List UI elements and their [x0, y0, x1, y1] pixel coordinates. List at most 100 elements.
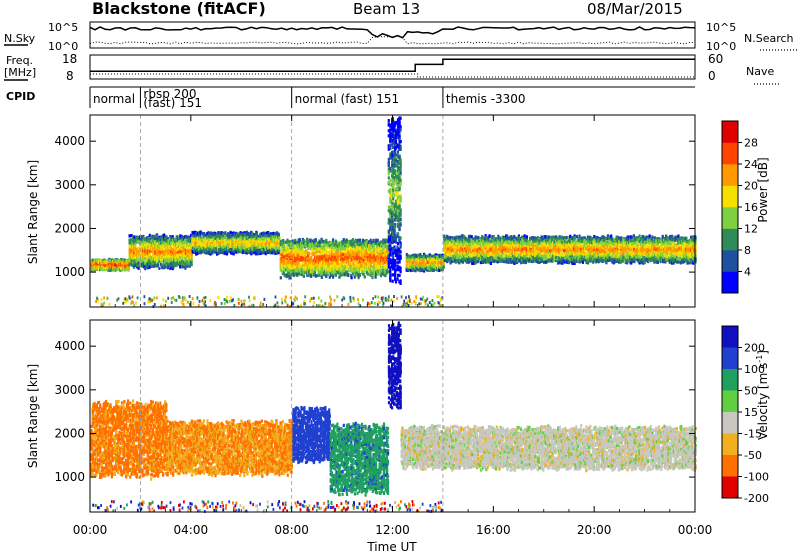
scatter-cell: [184, 253, 188, 257]
scatter-cell: [163, 244, 166, 248]
scatter-cell: [278, 236, 281, 240]
scatter-cell: [310, 256, 313, 260]
scatter-cell: [286, 253, 289, 257]
scatter-cell: [137, 266, 140, 270]
cpid-panel: CPID normal rbsp 200(fast) 151 normal (fas…: [6, 86, 695, 110]
scatter-cell: [101, 260, 104, 264]
scatter-cell: [156, 261, 159, 265]
scatter-cell: [165, 237, 168, 241]
scatter-cell: [176, 254, 179, 258]
scatter-cell: [264, 238, 267, 242]
scatter-cell: [240, 236, 243, 240]
noise-left-label: N.Sky: [4, 32, 36, 45]
scatter-cell: [134, 247, 137, 252]
scatter-cell: [236, 232, 239, 236]
scatter-cell: [243, 231, 246, 235]
scatter-cell: [148, 246, 151, 250]
scatter-cell: [136, 249, 139, 253]
scatter-cell: [259, 251, 262, 255]
scatter-cell: [270, 232, 273, 236]
scatter-cell: [190, 253, 193, 257]
scatter-cell: [271, 232, 274, 236]
scatter-cell: [200, 234, 203, 238]
scatter-cell: [131, 257, 134, 261]
scatter-cell: [224, 251, 227, 255]
scatter-cell: [190, 257, 193, 261]
scatter-cell: [163, 265, 166, 269]
scatter-cell: [148, 237, 151, 241]
scatter-cell: [158, 259, 161, 263]
scatter-cell: [218, 241, 221, 245]
scatter-cell: [130, 253, 133, 257]
scatter-cell: [158, 252, 161, 256]
scatter-cell: [202, 246, 206, 250]
scatter-cell: [154, 241, 157, 245]
scatter-cell: [181, 255, 184, 259]
scatter-cell: [167, 239, 170, 243]
scatter-cell: [227, 239, 230, 244]
scatter-cell: [120, 259, 123, 263]
scatter-cell: [156, 263, 159, 267]
scatter-cell: [188, 256, 191, 260]
scatter-cell: [183, 237, 186, 241]
scatter-cell: [263, 247, 266, 251]
scatter-cell: [264, 242, 267, 246]
scatter-cell: [192, 234, 195, 238]
scatter-cell: [91, 267, 94, 271]
scatter-cell: [188, 238, 191, 242]
scatter-cell: [238, 249, 241, 253]
scatter-cell: [163, 241, 166, 245]
scatter-cell: [158, 244, 161, 248]
scatter-cell: [196, 232, 199, 236]
scatter-cell: [232, 247, 235, 251]
scatter-cell: [153, 264, 156, 268]
scatter-cell: [179, 245, 182, 249]
scatter-cell: [158, 266, 161, 270]
scatter-cell: [170, 261, 173, 265]
scatter-cell: [123, 258, 127, 262]
scatter-cell: [163, 233, 166, 237]
scatter-cell: [156, 248, 159, 252]
nave-label: Nave: [746, 65, 774, 78]
scatter-cell: [279, 243, 282, 247]
scatter-cell: [134, 244, 137, 248]
scatter-cell: [259, 250, 262, 254]
scatter-cell: [296, 272, 299, 276]
scatter-cell: [156, 251, 159, 255]
scatter-cell: [247, 240, 250, 244]
scatter-cell: [158, 256, 161, 260]
scatter-cell: [274, 235, 277, 239]
cpid-label: CPID: [6, 90, 35, 103]
scatter-cell: [351, 238, 354, 242]
scatter-cell: [274, 232, 277, 236]
scatter-cell: [231, 247, 234, 251]
scatter-cell: [271, 247, 274, 251]
scatter-cell: [184, 244, 187, 248]
scatter-cell: [271, 251, 274, 255]
nave-tick-high: 60: [708, 52, 723, 66]
scatter-cell: [108, 264, 112, 268]
scatter-cell: [154, 258, 157, 262]
scatter-cell: [134, 262, 137, 266]
scatter-cell: [214, 250, 217, 254]
scatter-cell: [253, 236, 256, 240]
scatter-cell: [271, 235, 274, 240]
scatter-cell: [154, 243, 157, 247]
scatter-cell: [175, 260, 178, 264]
scatter-cell: [253, 250, 256, 254]
scatter-cell: [171, 247, 174, 251]
scatter-cell: [161, 260, 164, 265]
scatter-cell: [133, 259, 136, 263]
scatter-cell: [167, 248, 170, 252]
scatter-cell: [165, 254, 168, 258]
scatter-cell: [136, 236, 139, 240]
scatter-cell: [370, 240, 373, 244]
scatter-cell: [122, 262, 125, 266]
scatter-cell: [183, 256, 186, 260]
scatter-cell: [214, 243, 217, 247]
scatter-cell: [182, 244, 185, 249]
scatter-cell: [204, 241, 207, 245]
scatter-cell: [125, 268, 128, 272]
scatter-cell: [158, 241, 161, 245]
scatter-cell: [274, 237, 277, 241]
